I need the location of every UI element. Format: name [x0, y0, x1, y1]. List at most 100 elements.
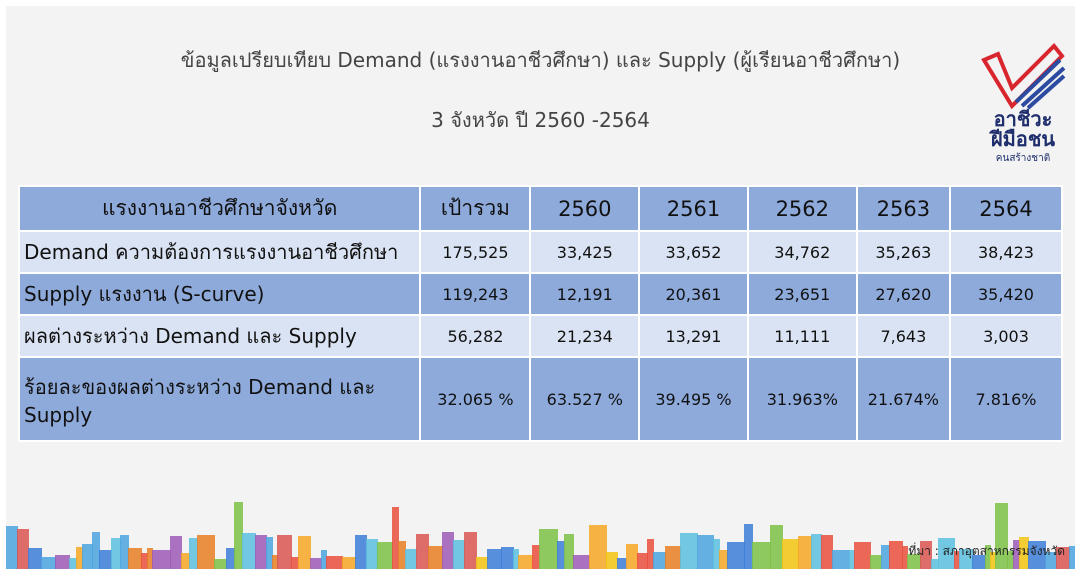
skyline-building: [1007, 551, 1014, 569]
skyline-building: [141, 553, 148, 569]
skyline-building: [920, 541, 932, 569]
skyline-building: [501, 547, 514, 569]
skyline-building: [637, 553, 648, 569]
skyline-building: [617, 558, 627, 569]
skyline-building: [1013, 540, 1020, 569]
table-cell: 38,423: [948, 230, 1064, 274]
skyline-building: [28, 548, 42, 569]
skyline-building: [277, 535, 292, 569]
skyline-building: [321, 550, 327, 569]
skyline-building: [626, 544, 638, 569]
row-label: ผลต่างระหว่าง Demand และ Supply: [17, 314, 422, 358]
skyline-building: [959, 549, 973, 569]
skyline-building: [995, 503, 1008, 569]
slide: ข้อมูลเปรียบเทียบ Demand (แรงงานอาชีวศึก…: [6, 6, 1075, 569]
skyline-building: [1028, 541, 1046, 569]
table-cell: 7,643: [855, 314, 951, 358]
skyline-building: [557, 541, 565, 569]
source: ที่มา : สภาอุตสาหกรรมจังหวัด: [908, 544, 1065, 558]
skyline-building: [680, 533, 698, 569]
table-cell: 20,361: [638, 272, 749, 316]
skyline-building: [889, 541, 903, 569]
header-cell: แรงงานอาชีวศึกษาจังหวัด: [17, 185, 422, 232]
header-cell: 2561: [638, 185, 749, 232]
skyline-building: [931, 559, 939, 569]
table-cell: 39.495 %: [638, 356, 749, 442]
skyline-building: [242, 533, 256, 569]
skyline: [6, 502, 1075, 569]
skyline-building: [152, 550, 171, 569]
logo-check: [981, 43, 1065, 110]
table-cell: 34,762: [746, 230, 858, 274]
data-table: แรงงานอาชีวศึกษาจังหวัด เป้ารวม 2560 2561 25…: [17, 185, 1064, 442]
skyline-building: [1056, 547, 1070, 569]
table-cell: 33,425: [529, 230, 641, 274]
skyline-building: [985, 545, 991, 569]
skyline-building: [69, 558, 77, 569]
header-row: แรงงานอาชีวศึกษาจังหวัด เป้ารวม 2560 2561 25…: [17, 185, 1064, 232]
skyline-building: [727, 542, 745, 569]
skyline-building: [647, 539, 654, 569]
table-cell: 35,263: [855, 230, 951, 274]
table-cell: 23,651: [746, 272, 858, 316]
header-cell: 2560: [529, 185, 641, 232]
skyline-building: [990, 552, 996, 569]
skyline-building: [1069, 546, 1075, 569]
skyline-building: [266, 537, 273, 569]
header-cell: 2564: [948, 185, 1064, 232]
subtitle: 3 จังหวัด ปี 2560 -2564: [431, 108, 650, 132]
table-cell: 31.963%: [746, 356, 858, 442]
skyline-building: [120, 535, 129, 569]
skyline-building: [938, 538, 955, 569]
skyline-building: [92, 532, 100, 569]
skyline-building: [870, 555, 882, 569]
skyline-building: [197, 535, 215, 569]
skyline-building: [713, 539, 720, 569]
skyline-building: [798, 536, 812, 569]
skyline-building: [532, 545, 540, 569]
table-cell: 7.816%: [948, 356, 1064, 442]
title: ข้อมูลเปรียบเทียบ Demand (แรงงานอาชีวศึก…: [180, 48, 901, 72]
skyline-building: [17, 529, 29, 569]
skyline-building: [234, 502, 243, 569]
skyline-building: [849, 550, 855, 569]
skyline-building: [752, 542, 771, 569]
table-cell: 13,291: [638, 314, 749, 358]
skyline-building: [428, 546, 443, 569]
table-cell: 11,111: [746, 314, 858, 358]
skyline-building: [310, 558, 322, 569]
table-row: Supply แรงงาน (S-curve) 119,243 12,191 20,3…: [17, 272, 1064, 316]
skyline-building: [442, 532, 454, 569]
skyline-building: [518, 555, 533, 569]
logo-line2: ฝีมือชน: [988, 127, 1055, 151]
table-cell: 63.527 %: [529, 356, 641, 442]
skyline-building: [464, 532, 477, 569]
table-cell: 32.065 %: [419, 356, 532, 442]
skyline-building: [76, 547, 83, 569]
logo-line3: คนสร้างชาติ: [996, 152, 1050, 164]
skyline-building: [326, 556, 343, 569]
table-cell: 56,282: [419, 314, 532, 358]
skyline-building: [189, 538, 198, 569]
skyline-building: [453, 540, 465, 569]
skyline-building: [41, 557, 56, 569]
skyline-building: [398, 541, 406, 569]
skyline-building: [881, 545, 890, 569]
skyline-building: [770, 525, 783, 569]
skyline-building: [487, 549, 502, 569]
header-cell: 2562: [746, 185, 858, 232]
table-cell: 21.674%: [855, 356, 951, 442]
skyline-building: [811, 534, 822, 569]
table-row: ผลต่างระหว่าง Demand และ Supply 56,282 21,…: [17, 314, 1064, 358]
row-label: Supply แรงงาน (S-curve): [17, 272, 422, 316]
skyline-building: [782, 539, 799, 569]
logo: อาชีวะ ฝีมือชน คนสร้างชาติ: [981, 43, 1066, 164]
table-row: Demand ความต้องการแรงงานอาชีวศึกษา 175,52…: [17, 230, 1064, 274]
table-cell: 33,652: [638, 230, 749, 274]
skyline-building: [744, 524, 753, 569]
skyline-building: [226, 548, 235, 569]
skyline-building: [907, 554, 921, 569]
table-cell: 21,234: [529, 314, 641, 358]
skyline-building: [832, 550, 850, 569]
table-cell: 3,003: [948, 314, 1064, 358]
